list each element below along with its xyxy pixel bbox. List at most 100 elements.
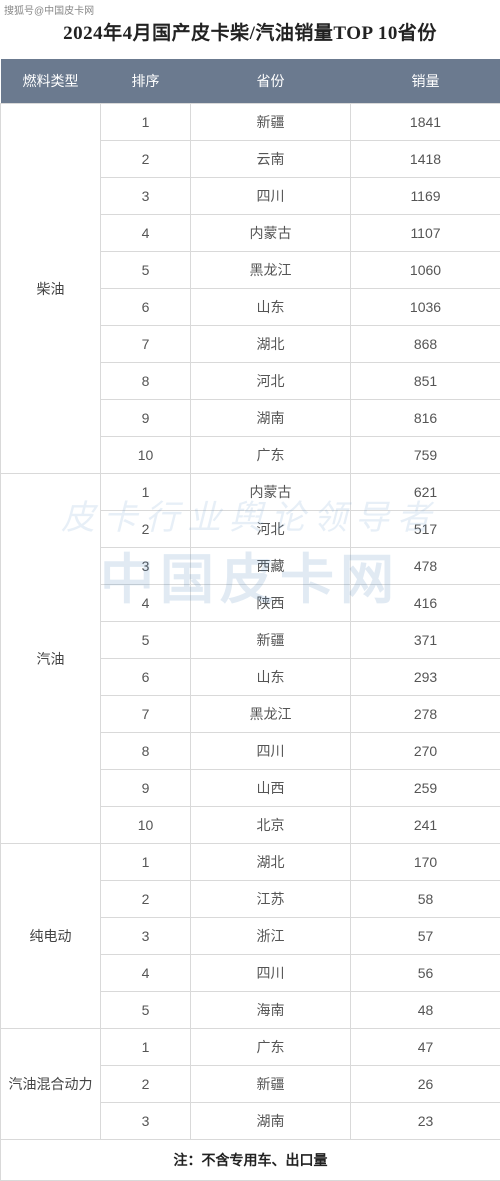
sales-cell: 851 bbox=[351, 363, 500, 400]
rank-cell: 4 bbox=[101, 585, 191, 622]
sales-cell: 517 bbox=[351, 511, 500, 548]
sales-cell: 1060 bbox=[351, 252, 500, 289]
fuel-type-cell: 纯电动 bbox=[1, 844, 101, 1029]
rank-cell: 3 bbox=[101, 918, 191, 955]
sales-cell: 293 bbox=[351, 659, 500, 696]
sales-cell: 478 bbox=[351, 548, 500, 585]
rank-cell: 2 bbox=[101, 881, 191, 918]
col-header-rank: 排序 bbox=[101, 59, 191, 104]
rank-cell: 2 bbox=[101, 1066, 191, 1103]
sales-cell: 1036 bbox=[351, 289, 500, 326]
province-cell: 浙江 bbox=[191, 918, 351, 955]
sales-cell: 241 bbox=[351, 807, 500, 844]
sales-cell: 56 bbox=[351, 955, 500, 992]
rank-cell: 3 bbox=[101, 1103, 191, 1140]
sales-cell: 416 bbox=[351, 585, 500, 622]
province-cell: 山东 bbox=[191, 659, 351, 696]
province-cell: 四川 bbox=[191, 733, 351, 770]
rank-cell: 5 bbox=[101, 252, 191, 289]
source-tag: 搜狐号@中国皮卡网 bbox=[4, 2, 94, 17]
rank-cell: 10 bbox=[101, 437, 191, 474]
province-cell: 广东 bbox=[191, 1029, 351, 1066]
sales-cell: 868 bbox=[351, 326, 500, 363]
sales-cell: 58 bbox=[351, 881, 500, 918]
rank-cell: 6 bbox=[101, 659, 191, 696]
rank-cell: 1 bbox=[101, 1029, 191, 1066]
province-cell: 湖北 bbox=[191, 326, 351, 363]
province-cell: 西藏 bbox=[191, 548, 351, 585]
table-row: 汽油混合动力1广东47 bbox=[1, 1029, 500, 1066]
province-cell: 河北 bbox=[191, 511, 351, 548]
table-row: 纯电动1湖北170 bbox=[1, 844, 500, 881]
col-header-province: 省份 bbox=[191, 59, 351, 104]
sales-cell: 1418 bbox=[351, 141, 500, 178]
rank-cell: 6 bbox=[101, 289, 191, 326]
rank-cell: 9 bbox=[101, 770, 191, 807]
rank-cell: 3 bbox=[101, 548, 191, 585]
fuel-type-cell: 汽油混合动力 bbox=[1, 1029, 101, 1140]
rank-cell: 5 bbox=[101, 992, 191, 1029]
sales-cell: 48 bbox=[351, 992, 500, 1029]
sales-cell: 57 bbox=[351, 918, 500, 955]
province-cell: 云南 bbox=[191, 141, 351, 178]
province-cell: 新疆 bbox=[191, 622, 351, 659]
sales-table: 燃料类型 排序 省份 销量 柴油1新疆18412云南14183四川11694内蒙… bbox=[0, 59, 500, 1181]
rank-cell: 4 bbox=[101, 215, 191, 252]
province-cell: 湖北 bbox=[191, 844, 351, 881]
province-cell: 河北 bbox=[191, 363, 351, 400]
sales-cell: 26 bbox=[351, 1066, 500, 1103]
table-header: 燃料类型 排序 省份 销量 bbox=[1, 59, 500, 104]
province-cell: 湖南 bbox=[191, 400, 351, 437]
sales-cell: 23 bbox=[351, 1103, 500, 1140]
sales-cell: 1169 bbox=[351, 178, 500, 215]
rank-cell: 2 bbox=[101, 141, 191, 178]
sales-cell: 259 bbox=[351, 770, 500, 807]
sales-cell: 816 bbox=[351, 400, 500, 437]
rank-cell: 7 bbox=[101, 696, 191, 733]
sales-cell: 621 bbox=[351, 474, 500, 511]
fuel-type-cell: 柴油 bbox=[1, 104, 101, 474]
col-header-sales: 销量 bbox=[351, 59, 500, 104]
footnote-row: 注：不含专用车、出口量 bbox=[1, 1140, 500, 1181]
province-cell: 黑龙江 bbox=[191, 696, 351, 733]
rank-cell: 7 bbox=[101, 326, 191, 363]
report-container: 2024年4月国产皮卡柴/汽油销量TOP 10省份 皮卡行业舆论领导者 中国皮卡… bbox=[0, 0, 500, 1181]
province-cell: 四川 bbox=[191, 178, 351, 215]
sales-cell: 47 bbox=[351, 1029, 500, 1066]
table-body: 柴油1新疆18412云南14183四川11694内蒙古11075黑龙江10606… bbox=[1, 104, 500, 1181]
rank-cell: 3 bbox=[101, 178, 191, 215]
sales-cell: 270 bbox=[351, 733, 500, 770]
province-cell: 陕西 bbox=[191, 585, 351, 622]
rank-cell: 10 bbox=[101, 807, 191, 844]
province-cell: 新疆 bbox=[191, 1066, 351, 1103]
rank-cell: 8 bbox=[101, 733, 191, 770]
province-cell: 黑龙江 bbox=[191, 252, 351, 289]
sales-cell: 1841 bbox=[351, 104, 500, 141]
sales-cell: 759 bbox=[351, 437, 500, 474]
rank-cell: 5 bbox=[101, 622, 191, 659]
rank-cell: 2 bbox=[101, 511, 191, 548]
province-cell: 广东 bbox=[191, 437, 351, 474]
province-cell: 湖南 bbox=[191, 1103, 351, 1140]
sales-cell: 170 bbox=[351, 844, 500, 881]
province-cell: 江苏 bbox=[191, 881, 351, 918]
rank-cell: 1 bbox=[101, 474, 191, 511]
table-row: 汽油1内蒙古621 bbox=[1, 474, 500, 511]
province-cell: 内蒙古 bbox=[191, 215, 351, 252]
col-header-fuel: 燃料类型 bbox=[1, 59, 101, 104]
table-row: 柴油1新疆1841 bbox=[1, 104, 500, 141]
rank-cell: 1 bbox=[101, 104, 191, 141]
footnote-cell: 注：不含专用车、出口量 bbox=[1, 1140, 500, 1181]
rank-cell: 4 bbox=[101, 955, 191, 992]
rank-cell: 8 bbox=[101, 363, 191, 400]
province-cell: 北京 bbox=[191, 807, 351, 844]
province-cell: 内蒙古 bbox=[191, 474, 351, 511]
fuel-type-cell: 汽油 bbox=[1, 474, 101, 844]
province-cell: 四川 bbox=[191, 955, 351, 992]
sales-cell: 371 bbox=[351, 622, 500, 659]
rank-cell: 1 bbox=[101, 844, 191, 881]
province-cell: 海南 bbox=[191, 992, 351, 1029]
province-cell: 新疆 bbox=[191, 104, 351, 141]
sales-cell: 278 bbox=[351, 696, 500, 733]
province-cell: 山东 bbox=[191, 289, 351, 326]
